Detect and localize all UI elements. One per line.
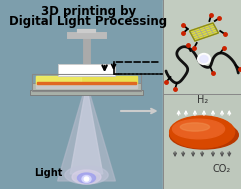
FancyBboxPatch shape xyxy=(32,83,141,91)
Text: CO₂: CO₂ xyxy=(213,164,231,174)
Ellipse shape xyxy=(198,53,210,64)
Text: 3D printing by: 3D printing by xyxy=(41,5,136,18)
Polygon shape xyxy=(70,95,103,174)
Ellipse shape xyxy=(65,166,108,184)
FancyBboxPatch shape xyxy=(59,64,114,76)
Polygon shape xyxy=(23,0,163,189)
Polygon shape xyxy=(36,76,137,84)
Polygon shape xyxy=(58,95,115,181)
Ellipse shape xyxy=(173,119,225,139)
Polygon shape xyxy=(163,94,241,189)
Text: Light: Light xyxy=(34,168,63,178)
Text: Digital Light Processing: Digital Light Processing xyxy=(9,15,167,28)
Polygon shape xyxy=(163,0,241,94)
Polygon shape xyxy=(36,84,137,88)
Polygon shape xyxy=(37,81,136,84)
Ellipse shape xyxy=(200,56,208,63)
FancyBboxPatch shape xyxy=(31,90,142,95)
Polygon shape xyxy=(189,23,218,41)
Ellipse shape xyxy=(77,173,95,183)
Ellipse shape xyxy=(72,170,101,184)
Ellipse shape xyxy=(84,177,89,181)
Ellipse shape xyxy=(170,121,238,149)
Ellipse shape xyxy=(170,116,235,148)
Polygon shape xyxy=(36,76,81,84)
Text: H₂: H₂ xyxy=(196,95,208,105)
Ellipse shape xyxy=(82,176,91,183)
Ellipse shape xyxy=(180,123,210,131)
